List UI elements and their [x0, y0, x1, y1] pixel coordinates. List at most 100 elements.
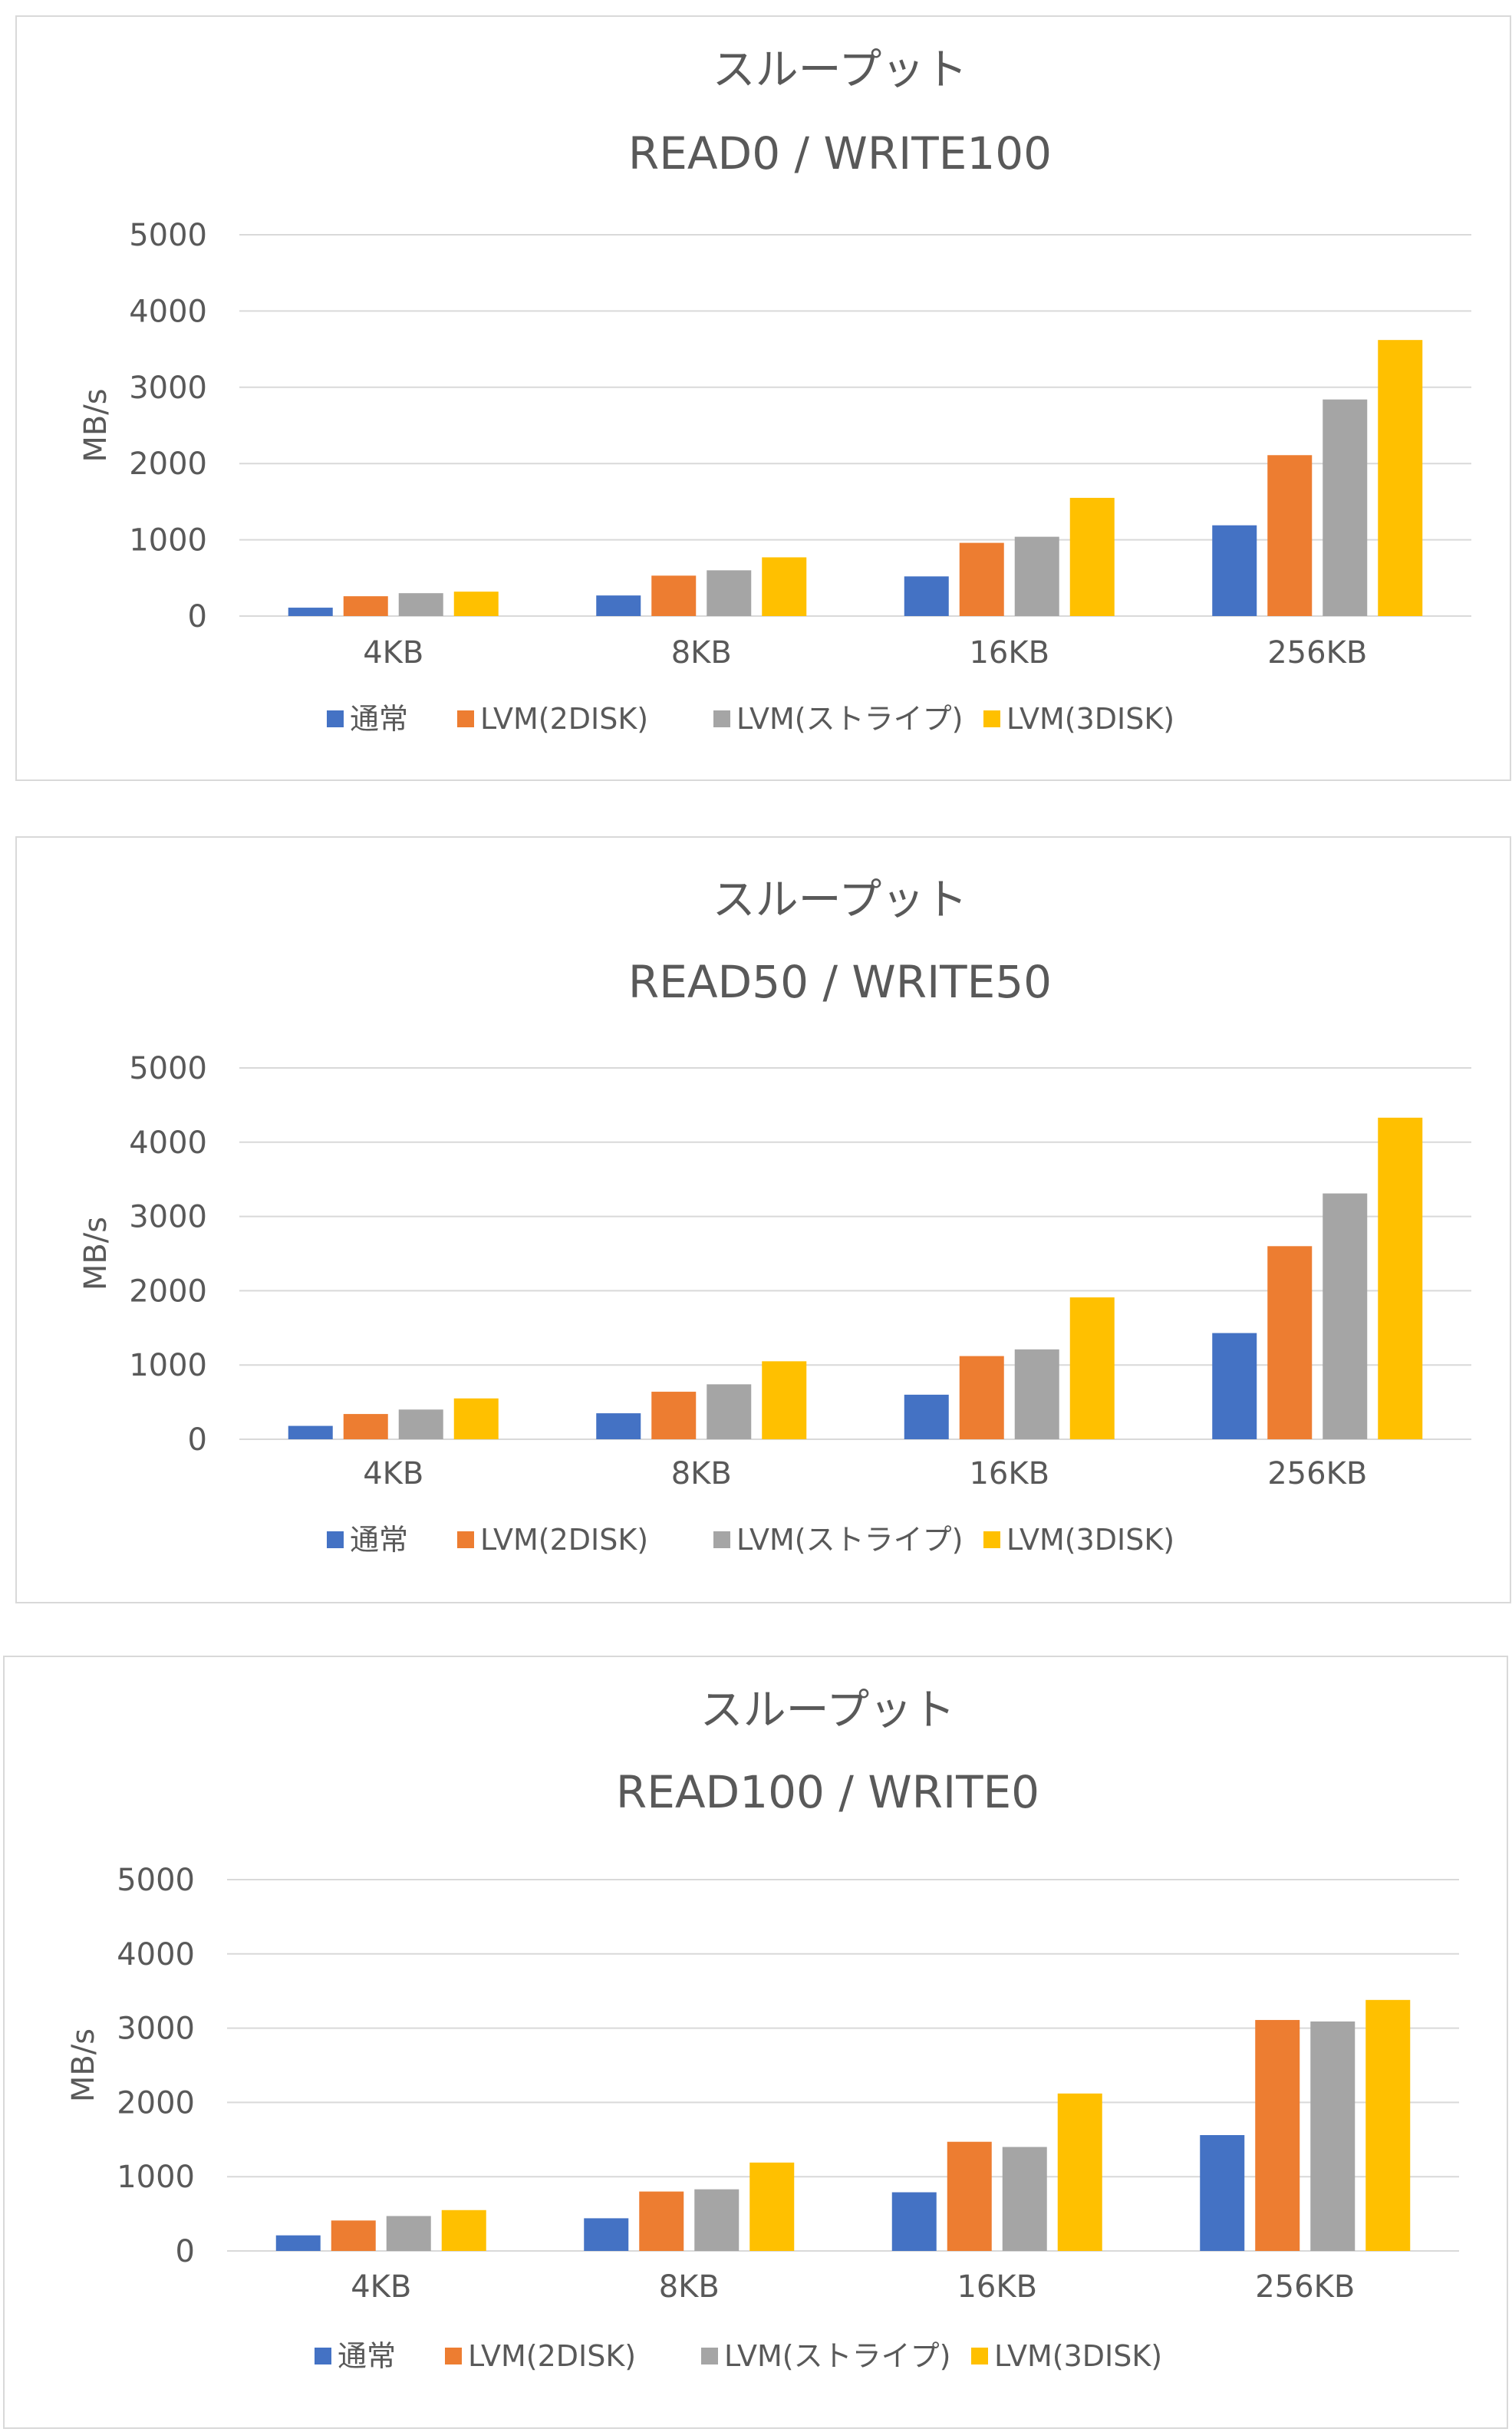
y-tick-label: 3000 [129, 1200, 207, 1235]
bar [1200, 2134, 1245, 2251]
y-tick-label: 5000 [129, 1051, 207, 1086]
bar-chart: スループット READ50 / WRITE50 0 1000 2000 3000 4000 5… [78, 875, 1471, 1557]
legend-label: LVM(2DISK) [480, 1523, 648, 1557]
y-tick-label: 5000 [129, 218, 207, 253]
bar [762, 1361, 807, 1439]
legend-swatch [713, 710, 730, 727]
legend-label: LVM(ストライプ) [736, 1523, 963, 1557]
bar [1002, 2147, 1047, 2251]
x-tick-label: 16KB [957, 2269, 1037, 2305]
bar [584, 2218, 629, 2251]
legend-label: 通常 [338, 2339, 396, 2373]
y-tick-label: 0 [176, 2234, 195, 2269]
y-tick-label: 1000 [117, 2160, 195, 2195]
legend-swatch [327, 710, 344, 727]
legend-swatch [327, 1531, 344, 1548]
legend-swatch [983, 1531, 1000, 1548]
bar [707, 1384, 752, 1439]
legend-swatch [457, 1531, 474, 1548]
bar [386, 2216, 431, 2251]
legend-swatch [971, 2348, 988, 2364]
bar [1069, 497, 1115, 616]
x-tick-label: 8KB [659, 2269, 720, 2305]
y-tick-label: 2000 [129, 447, 207, 482]
bar [947, 2141, 992, 2251]
y-tick-label: 2000 [129, 1274, 207, 1309]
bar [891, 2192, 937, 2251]
bar [288, 608, 333, 616]
legend-label: LVM(2DISK) [480, 702, 648, 736]
x-tick-label: 4KB [363, 1456, 423, 1491]
y-tick-label: 0 [188, 599, 207, 634]
x-tick-label: 8KB [671, 1456, 732, 1491]
chart-panel-read0-write100: スループット READ0 / WRITE100 0 1000 2000 3000 4000 5… [15, 15, 1511, 781]
bar [1323, 1193, 1368, 1439]
bar [749, 2162, 795, 2251]
x-tick-label: 8KB [671, 635, 732, 671]
y-axis-label: MB/s [78, 1217, 114, 1290]
y-tick-label: 3000 [129, 371, 207, 406]
bar [1255, 2019, 1300, 2251]
y-tick-label: 5000 [117, 1863, 195, 1898]
bar [1267, 455, 1313, 616]
chart-subtitle: READ100 / WRITE0 [616, 1766, 1039, 1818]
x-tick-label: 256KB [1267, 635, 1367, 671]
y-tick-label: 1000 [129, 523, 207, 559]
legend-label: 通常 [350, 702, 408, 736]
legend-label: LVM(ストライプ) [724, 2339, 950, 2373]
y-tick-label: 3000 [117, 2012, 195, 2047]
chart-title: スループット [713, 875, 968, 925]
bar [441, 2210, 486, 2251]
bar [1014, 1349, 1059, 1439]
chart-panel-read50-write50: スループット READ50 / WRITE50 0 1000 2000 3000 4000 5… [15, 836, 1511, 1603]
bar [1310, 2021, 1356, 2251]
bar [1014, 536, 1059, 616]
y-tick-label: 1000 [129, 1348, 207, 1383]
bar [398, 593, 443, 616]
bar [904, 576, 949, 616]
y-tick-label: 0 [188, 1422, 207, 1458]
bar [1212, 1333, 1257, 1439]
legend-swatch [983, 710, 1000, 727]
legend-swatch [315, 2348, 331, 2364]
bar [288, 1425, 333, 1439]
y-tick-label: 2000 [117, 2085, 195, 2121]
bar [1267, 1246, 1313, 1439]
legend-label: LVM(3DISK) [994, 2339, 1162, 2373]
y-axis-label: MB/s [78, 388, 114, 462]
legend-label: LVM(ストライプ) [736, 702, 963, 736]
x-tick-label: 256KB [1255, 2269, 1355, 2305]
y-tick-label: 4000 [129, 294, 207, 329]
bar [398, 1409, 443, 1439]
chart-title: スループット [700, 1686, 956, 1735]
bar [1378, 340, 1423, 616]
bar [1057, 2093, 1102, 2251]
bar [343, 1414, 388, 1439]
x-tick-label: 16KB [969, 1456, 1049, 1491]
bar [453, 1398, 499, 1439]
legend-swatch [713, 1531, 730, 1548]
legend-swatch [445, 2348, 462, 2364]
y-tick-label: 4000 [117, 1937, 195, 1972]
y-tick-label: 4000 [129, 1125, 207, 1161]
legend-label: LVM(2DISK) [468, 2339, 636, 2373]
bar [651, 575, 697, 616]
bar [1212, 525, 1257, 616]
bar [707, 570, 752, 616]
bar [959, 542, 1004, 616]
bar [1069, 1297, 1115, 1439]
bar-chart: スループット READ100 / WRITE0 0 1000 2000 3000 4000 5… [66, 1686, 1459, 2373]
x-tick-label: 256KB [1267, 1456, 1367, 1491]
bar [1365, 1999, 1411, 2251]
legend-label: LVM(3DISK) [1006, 1523, 1174, 1557]
bar [343, 596, 388, 616]
bar [1378, 1117, 1423, 1439]
x-tick-label: 4KB [363, 635, 423, 671]
legend-label: LVM(3DISK) [1006, 702, 1174, 736]
y-axis-label: MB/s [66, 2028, 101, 2102]
x-tick-label: 16KB [969, 635, 1049, 671]
bar [331, 2220, 376, 2251]
bar-chart: スループット READ0 / WRITE100 0 1000 2000 3000 4000 5… [78, 45, 1471, 736]
bar [762, 557, 807, 616]
bar [639, 2191, 684, 2251]
